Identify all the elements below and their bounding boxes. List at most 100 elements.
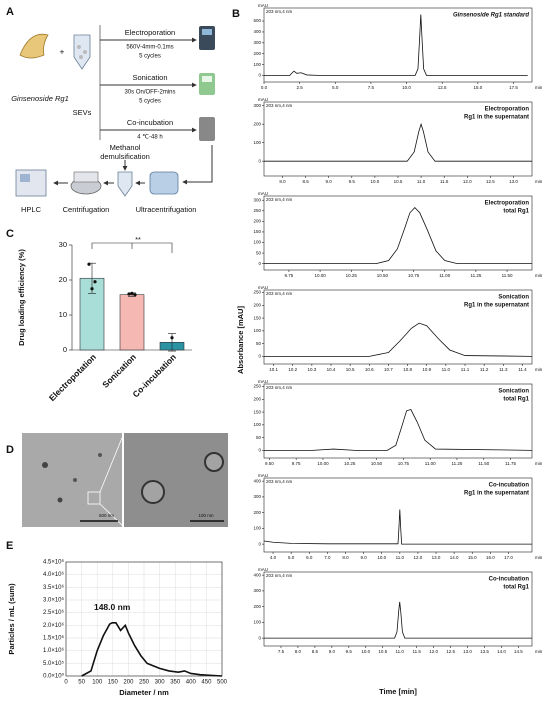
y-tick-label: 400 [253,572,261,577]
y-tick-label: 250 [253,290,261,295]
x-axis-label: Time [min] [379,687,417,696]
x-tick-label: 300 [155,680,166,686]
x-axis-label: Diameter / nm [119,688,169,697]
x-tick-label: 5.0 [288,555,295,560]
x-tick-label: 12.5 [486,179,495,184]
y-tick-label: 200 [253,396,261,401]
chart-title: Electroporation [485,107,530,113]
x-tick-label: 7.5 [278,649,285,654]
y-tick-label: 5.0×10⁵ [43,660,65,667]
x-tick-label: 9.5 [349,179,356,184]
x-unit: min [535,179,543,184]
x-tick-label: 150 [108,680,119,686]
chart-title: Co-incubation [489,483,530,489]
scale-bar-label: 500 nm [99,513,114,518]
y-tick-label: 3.0×10⁶ [43,597,65,604]
x-tick-label: 11.5 [440,179,449,184]
x-tick-label: 10.50 [371,461,383,466]
y-tick-label: 200 [253,510,261,515]
panel-label: A [6,6,14,18]
y-tick-label: 0 [63,345,67,354]
x-tick-label: 6.0 [306,555,313,560]
panel-label: C [6,228,14,240]
y-tick-label: 150 [253,315,261,320]
x-unit: min [535,649,543,654]
x-tick-label: 10.25 [346,273,358,278]
trace [264,601,532,639]
x-tick-label: 13.5 [480,649,489,654]
x-tick-label: 11.75 [505,461,516,466]
unit-label: mAU [258,191,268,196]
significance-label: ** [135,235,141,244]
y-tick-label: 50 [256,435,262,440]
chart-title: total Rg1 [503,397,529,403]
y-tick-label: 1.5×10⁶ [43,635,65,642]
plot-frame [263,7,533,83]
y-tick-label: 0 [258,448,261,453]
chart-title: Sonication [498,389,529,395]
x-tick-label: 500 [217,680,228,686]
x-tick-label: 10.5 [346,367,355,372]
chart-title: Ginsenoside Rg1 standard [453,13,529,19]
wavelength: 203 nm,4 nm [266,291,293,296]
x-tick-label: 11.5 [412,649,421,654]
size-distribution [81,622,223,677]
x-tick-label: 9.75 [292,461,301,466]
x-tick-label: 10.00 [314,273,326,278]
significance-bracket [91,242,173,253]
plus: + [60,46,65,56]
method-detail: 4 ℃-48 h [137,135,162,141]
x-tick-label: 10.3 [307,367,316,372]
x-tick-label: 11.50 [502,273,513,278]
scale-bar-label: 100 nm [198,513,213,518]
compound-label: Ginsenoside Rg1 [11,94,69,103]
wavelength: 203 nm,4 nm [266,9,293,14]
unit-label: mAU [258,379,268,384]
x-tick-label: 10.2 [288,367,297,372]
bar [119,294,145,351]
x-tick-label: 11.0 [417,179,426,184]
x-tick-label: Sonication [100,352,138,390]
x-tick-label: 14.0 [450,555,459,560]
x-tick-label: 10.75 [408,273,420,278]
x-tick-label: 11.0 [442,367,451,372]
x-tick-label: 9.50 [265,461,274,466]
y-tick-label: 200 [253,219,261,224]
chart-title: total Rg1 [503,209,529,215]
x-tick-label: 11.0 [395,649,404,654]
chart-title: Sonication [498,295,529,301]
x-tick-label: 10.1 [269,367,278,372]
y-tick-label: 10 [59,310,67,319]
y-tick-label: 250 [253,208,261,213]
unit-label: mAU [258,567,268,572]
x-tick-label: 250 [139,680,150,686]
x-tick-label: 10.0 [361,649,370,654]
x-tick-label: 12.0 [414,555,423,560]
y-tick-label: 50 [256,341,262,346]
y-axis-label: Absorbance [mAU] [236,306,245,374]
x-tick-label: 10.7 [384,367,393,372]
data-point [90,287,94,291]
x-tick-label: 13.0 [509,179,518,184]
x-tick-label: 5.0 [332,85,339,90]
y-tick-label: 200 [253,302,261,307]
micrographs [22,432,228,528]
y-tick-label: 4.0×10⁶ [43,571,65,578]
method-name: Sonication [132,73,167,82]
y-tick-label: 30 [59,240,67,249]
unit-label: mAU [258,97,268,102]
y-axis-label: Drug loading efficiency (%) [17,249,26,346]
x-tick-label: 9.75 [285,273,294,278]
wavelength: 203 nm,4 nm [266,197,293,202]
x-tick-label: 14.5 [514,649,523,654]
x-tick-label: 8.0 [279,179,286,184]
step-label: Centrifugation [63,205,110,214]
y-tick-label: 0 [258,158,261,163]
x-tick-label: 450 [201,680,212,686]
x-tick-label: 100 [92,680,103,686]
trace [264,409,533,451]
y-tick-label: 400 [253,29,261,34]
x-tick-label: 11.4 [518,367,527,372]
x-tick-label: 10.4 [327,367,336,372]
